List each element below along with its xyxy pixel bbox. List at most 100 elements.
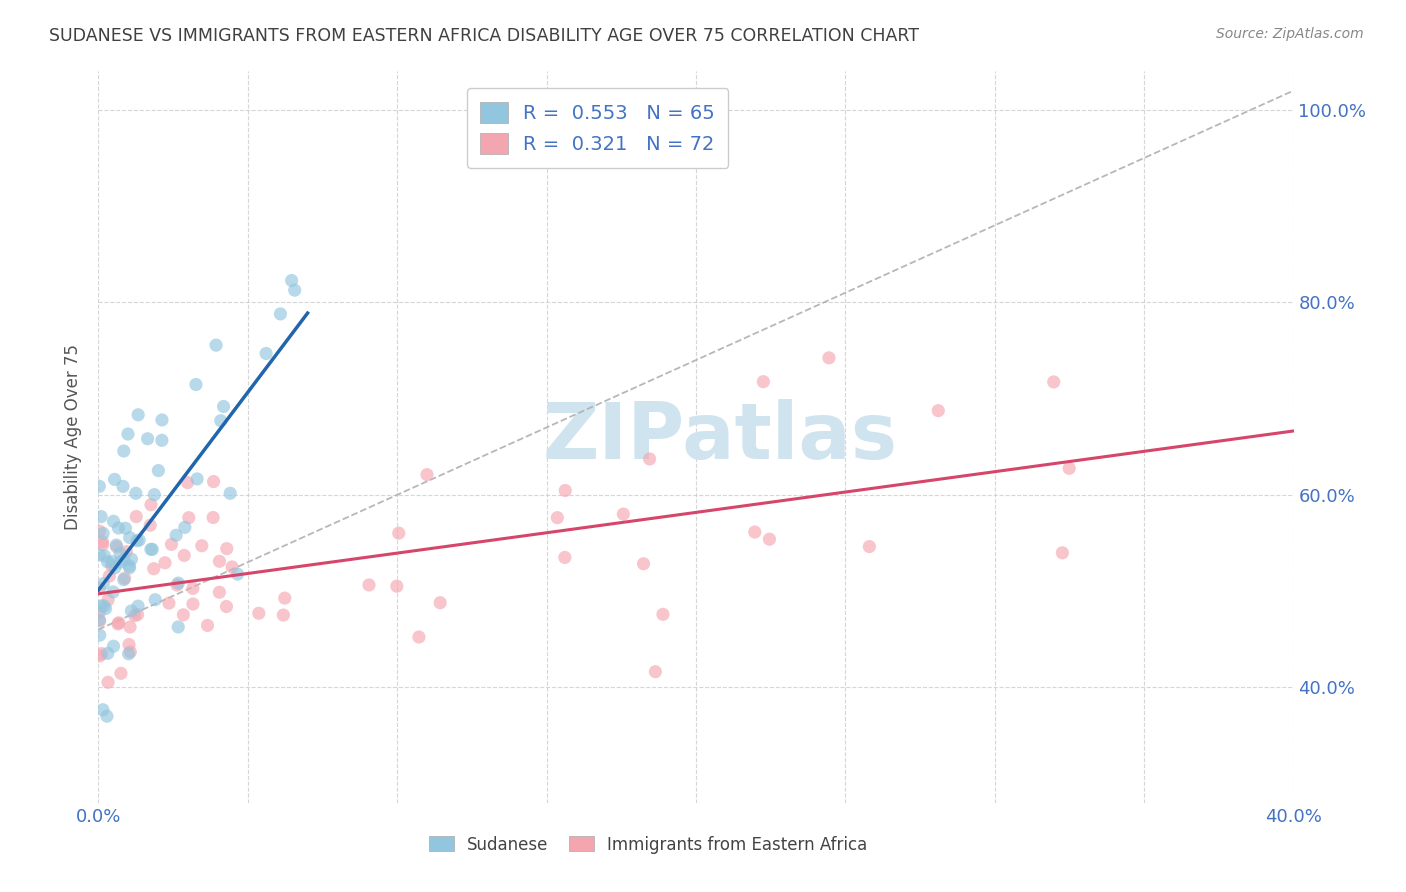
Point (139, 518, 162, 533)
Legend: Sudanese, Immigrants from Eastern Africa: Sudanese, Immigrants from Eastern Africa (422, 829, 875, 860)
Point (181, 582, 204, 596)
Point (546, 510, 568, 524)
Point (644, 665, 666, 679)
Point (181, 597, 204, 611)
Point (91, 526, 114, 541)
Point (176, 475, 198, 490)
Point (191, 539, 214, 553)
Point (202, 475, 225, 489)
Point (101, 555, 124, 569)
Point (108, 615, 131, 630)
Point (90, 647, 112, 661)
Point (221, 560, 243, 574)
Point (143, 592, 166, 607)
Point (744, 524, 766, 539)
Point (148, 464, 170, 478)
Point (858, 540, 880, 554)
Point (115, 544, 138, 558)
Point (94, 601, 117, 615)
Point (89, 479, 111, 493)
Point (167, 620, 190, 634)
Point (97, 646, 120, 660)
Point (89, 628, 111, 642)
Point (112, 573, 135, 587)
Point (117, 647, 139, 661)
Point (104, 560, 127, 574)
Point (107, 521, 129, 535)
Point (101, 585, 124, 599)
Point (89, 548, 111, 562)
Point (652, 607, 675, 622)
Point (247, 607, 270, 621)
Point (226, 567, 249, 582)
Point (89, 648, 111, 663)
Point (202, 510, 225, 524)
Point (108, 555, 131, 569)
Point (143, 488, 166, 502)
Point (173, 549, 195, 563)
Point (280, 274, 302, 288)
Y-axis label: Disability Age Over 75: Disability Age Over 75 (65, 344, 83, 530)
Point (1042, 375, 1064, 389)
Text: Source: ZipAtlas.com: Source: ZipAtlas.com (1216, 27, 1364, 41)
Point (117, 427, 139, 442)
Point (107, 616, 129, 631)
Point (90, 599, 112, 613)
Point (96, 555, 118, 569)
Point (91, 703, 114, 717)
Point (91, 537, 114, 551)
Point (89, 524, 111, 538)
Point (114, 571, 136, 585)
Point (120, 552, 142, 566)
Point (97, 593, 120, 607)
Point (120, 604, 142, 618)
Point (127, 599, 149, 614)
Point (98, 569, 121, 583)
Point (416, 467, 439, 482)
Point (205, 338, 228, 352)
Text: ZIPatlas: ZIPatlas (543, 399, 897, 475)
Point (124, 608, 146, 623)
Point (208, 554, 231, 568)
Point (357, 578, 380, 592)
Point (96, 709, 118, 723)
Point (91, 534, 114, 549)
Text: SUDANESE VS IMMIGRANTS FROM EASTERN AFRICA DISABILITY AGE OVER 75 CORRELATION CH: SUDANESE VS IMMIGRANTS FROM EASTERN AFRI… (49, 27, 920, 45)
Point (125, 486, 148, 500)
Point (128, 533, 150, 548)
Point (118, 638, 141, 652)
Point (112, 444, 135, 458)
Point (114, 521, 136, 535)
Point (150, 413, 173, 427)
Point (186, 472, 208, 486)
Point (139, 542, 162, 557)
Point (89, 613, 111, 627)
Point (633, 557, 655, 571)
Point (215, 541, 238, 556)
Point (284, 283, 307, 297)
Point (111, 479, 134, 493)
Point (108, 546, 131, 560)
Point (927, 403, 949, 417)
Point (112, 553, 135, 567)
Point (612, 507, 634, 521)
Point (93, 599, 115, 613)
Point (167, 576, 190, 591)
Point (388, 526, 411, 541)
Point (157, 596, 180, 610)
Point (150, 434, 173, 448)
Point (208, 585, 231, 599)
Point (118, 561, 141, 575)
Point (177, 510, 200, 524)
Point (554, 483, 576, 498)
Point (105, 538, 128, 552)
Point (212, 400, 235, 414)
Point (120, 645, 142, 659)
Point (385, 579, 408, 593)
Point (209, 414, 232, 428)
Point (136, 432, 159, 446)
Point (127, 607, 149, 622)
Point (184, 377, 207, 392)
Point (1057, 461, 1080, 475)
Point (97, 675, 120, 690)
